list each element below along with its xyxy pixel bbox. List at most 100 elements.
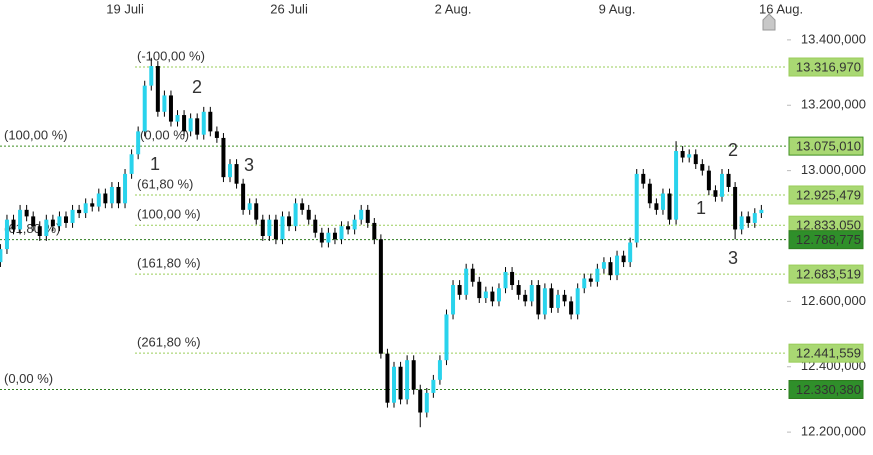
wave-label: 2 — [192, 77, 202, 97]
candle-body — [378, 239, 383, 354]
fib-tag: (-100,00 %) — [137, 48, 205, 63]
candle-body — [483, 291, 488, 299]
candle-body — [228, 164, 232, 178]
wave-label: 3 — [728, 248, 738, 268]
candle-body — [542, 288, 547, 315]
candle-body — [437, 360, 442, 380]
candle-body — [477, 281, 482, 299]
candle-body — [214, 131, 219, 138]
level-label: 13.075,010 — [796, 139, 861, 154]
level-label: 12.330,380 — [796, 382, 861, 397]
candle-body — [50, 219, 55, 227]
x-tick-label: 2 Aug. — [435, 1, 472, 16]
fib-tag: (61,80 %) — [137, 176, 193, 191]
candle-body — [713, 190, 718, 197]
candle-body — [562, 294, 567, 302]
candle-body — [221, 137, 226, 178]
candle-body — [175, 115, 180, 122]
level-box — [788, 343, 864, 363]
home-icon[interactable] — [762, 13, 776, 31]
candle-body — [332, 232, 337, 240]
candle-body — [201, 111, 206, 135]
candle-body — [306, 209, 311, 220]
x-tick-label: 26 Juli — [270, 1, 308, 16]
wave-label: 1 — [150, 154, 160, 174]
y-tick-label: 13.200,000 — [801, 97, 866, 112]
candle-body — [123, 173, 128, 204]
candle-body — [96, 193, 101, 207]
candle-body — [313, 219, 318, 233]
candle-body — [647, 183, 652, 204]
candle-body — [280, 216, 285, 240]
candle-body — [77, 209, 82, 214]
level-box — [788, 380, 864, 400]
candle-body — [273, 219, 278, 240]
level-label: 12.788,775 — [796, 232, 861, 247]
x-tick-label: 16 Aug. — [759, 1, 803, 16]
candle-body — [733, 186, 738, 230]
candle-body — [37, 226, 42, 236]
candle-body — [615, 255, 620, 276]
candle-body — [746, 216, 751, 223]
candle-body — [660, 193, 665, 210]
candle-body — [70, 209, 75, 223]
candle-body — [339, 226, 344, 240]
candle-body — [464, 268, 469, 295]
candle-body — [149, 66, 154, 86]
candle-body — [24, 209, 29, 217]
candle-body — [44, 219, 49, 236]
candle-body — [470, 268, 475, 282]
level-box — [788, 185, 864, 205]
candle-body — [129, 154, 134, 174]
candle-body — [365, 209, 370, 223]
candle-body — [168, 95, 173, 122]
fib-tag: (0,00 %) — [4, 371, 53, 386]
candle-body — [260, 219, 265, 236]
candle-body — [431, 379, 436, 393]
candle-body — [247, 203, 252, 210]
candle-body — [319, 232, 324, 243]
candle-body — [195, 118, 200, 135]
candle-body — [411, 360, 416, 390]
y-tick-label: 12.600,000 — [801, 293, 866, 308]
level-box — [788, 136, 864, 156]
candle-body — [510, 271, 515, 286]
candle-body — [234, 164, 239, 184]
candle-body — [674, 151, 679, 220]
candle-body — [0, 249, 3, 263]
candle-body — [31, 216, 36, 227]
candle-body — [759, 209, 764, 214]
candle-body — [490, 291, 495, 302]
candle-body — [529, 285, 534, 302]
candle-body — [601, 262, 606, 269]
wave-label: 2 — [728, 140, 738, 160]
candle-body — [418, 389, 423, 413]
candle-body — [83, 203, 88, 214]
level-box — [788, 230, 864, 250]
candle-body — [588, 278, 593, 282]
candle-body — [293, 203, 298, 227]
candle-body — [287, 216, 292, 227]
candle-body — [569, 301, 574, 315]
x-tick-label: 19 Juli — [106, 1, 144, 16]
candle-body — [359, 209, 364, 220]
fib-tag: (261,80 %) — [137, 335, 201, 350]
candle-body — [654, 203, 659, 210]
candle-body — [634, 173, 639, 243]
candle-body — [18, 209, 23, 230]
candle-body — [64, 216, 68, 223]
candle-body — [4, 219, 9, 250]
fib-tag: (100,00 %) — [4, 128, 68, 143]
candle-body — [503, 271, 508, 289]
level-box — [788, 264, 864, 284]
candle-body — [608, 262, 613, 276]
candle-body — [496, 288, 501, 302]
candle-body — [346, 226, 351, 230]
fib-tag: (161,80 %) — [137, 256, 201, 271]
level-label: 12.683,519 — [796, 267, 861, 282]
y-tick-label: 13.000,000 — [801, 162, 866, 177]
candle-body — [372, 222, 377, 240]
candle-body — [385, 353, 390, 403]
candle-body — [109, 186, 114, 204]
x-tick-label: 9 Aug. — [599, 1, 636, 16]
